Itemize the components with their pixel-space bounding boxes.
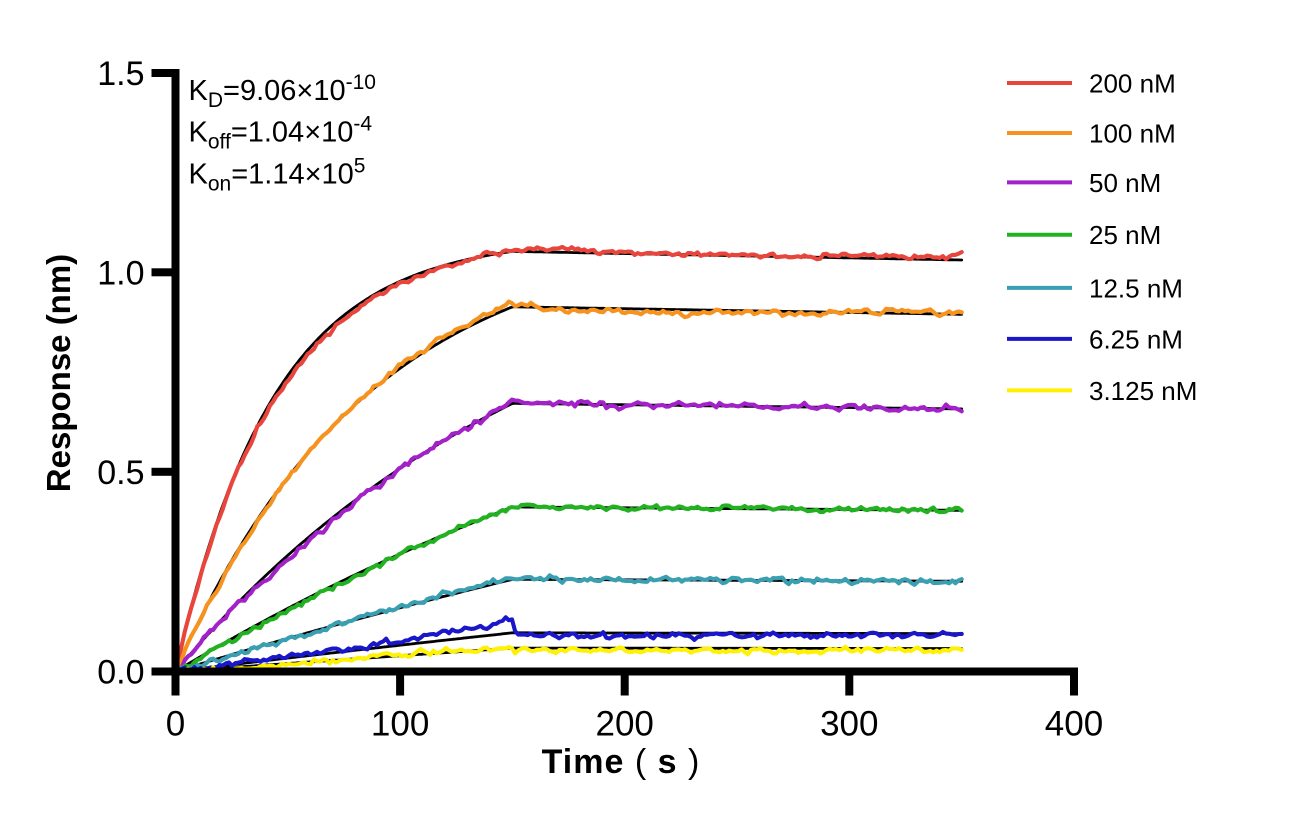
svg-text:0.0: 0.0 bbox=[97, 654, 144, 692]
svg-text:200 nM: 200 nM bbox=[1089, 69, 1176, 99]
svg-text:1.5: 1.5 bbox=[97, 55, 144, 93]
svg-text:50 nM: 50 nM bbox=[1089, 168, 1161, 198]
svg-text:0.5: 0.5 bbox=[97, 454, 144, 492]
svg-text:25 nM: 25 nM bbox=[1089, 220, 1161, 250]
svg-text:400: 400 bbox=[1045, 705, 1103, 744]
svg-text:100 nM: 100 nM bbox=[1089, 119, 1176, 149]
svg-text:12.5 nM: 12.5 nM bbox=[1089, 273, 1183, 303]
svg-text:Response (nm): Response (nm) bbox=[40, 254, 77, 492]
svg-text:200: 200 bbox=[595, 705, 653, 744]
svg-text:1.0: 1.0 bbox=[97, 254, 144, 292]
svg-text:3.125 nM: 3.125 nM bbox=[1089, 376, 1197, 406]
svg-text:0: 0 bbox=[166, 705, 185, 744]
svg-text:100: 100 bbox=[371, 705, 429, 744]
svg-text:Time ( s ): Time ( s ) bbox=[542, 743, 701, 781]
svg-text:300: 300 bbox=[820, 705, 878, 744]
svg-text:6.25 nM: 6.25 nM bbox=[1089, 324, 1183, 354]
